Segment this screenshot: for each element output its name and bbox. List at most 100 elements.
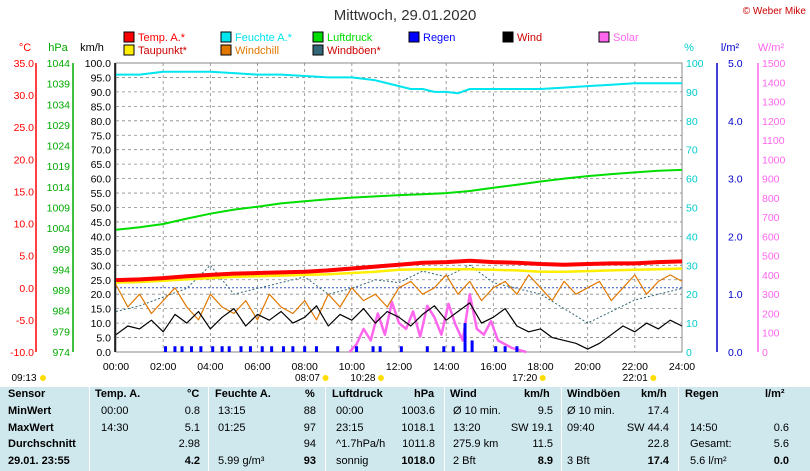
table-cell-wb_v: SW 44.4 (626, 421, 669, 434)
sun-time-label: 22:01 (623, 373, 648, 384)
legend-swatch (408, 31, 420, 43)
tick-label-hpa: 994 (52, 264, 70, 276)
tick-label-kmh: 15.0 (91, 304, 112, 316)
tick-label-hpa: 979 (52, 326, 70, 338)
tick-label-kmh: 55.0 (91, 188, 112, 200)
tick-label-kmh: 95.0 (91, 72, 112, 84)
tick-label-wm2: 1300 (762, 97, 786, 109)
tick-label-kmh: 85.0 (91, 101, 112, 113)
legend-label: Taupunkt* (138, 45, 188, 57)
table-cell-lp_t: 00:00 (336, 405, 364, 417)
series-line-windb-en (115, 264, 683, 324)
series-line-feuchte-a (116, 70, 682, 95)
axis-unit-hpa: hPa (48, 42, 68, 54)
tick-label-celsius: 30.0 (14, 90, 35, 102)
table-cell-lp_v: 1018.0 (401, 454, 435, 467)
tick-label-hpa: 1044 (47, 58, 71, 70)
series-line-solar (348, 292, 527, 354)
tick-label-celsius: -10.0 (10, 347, 34, 359)
tick-label-time: 20:00 (575, 361, 601, 373)
tick-label-wm2: 600 (762, 231, 780, 243)
table-cell-temp_v: 0.8 (184, 405, 200, 417)
tick-label-percent: 20 (686, 289, 698, 301)
tick-label-kmh: 80.0 (91, 116, 112, 128)
table-cell-wb_t: 09:40 (567, 421, 595, 434)
tick-label-celsius: -5.0 (16, 315, 34, 327)
tick-label-celsius: 35.0 (14, 58, 35, 70)
tick-label-percent: 80 (686, 116, 698, 128)
sun-time-label: 17:20 (512, 373, 537, 384)
rain-bar (470, 340, 474, 352)
header-sensor: Sensor (8, 388, 46, 400)
table-cell-wb_v: 17.4 (647, 454, 669, 467)
table-row: MaxWert 14:30 5.1 01:25 97 23:15 1018.1 13:20 SW… (0, 421, 810, 437)
tick-label-percent: 70 (686, 145, 698, 157)
sun-icon (650, 375, 657, 381)
table-cell-w_t: 2 Bft (453, 454, 476, 467)
tick-label-time: 14:00 (433, 361, 459, 373)
tick-label-celsius: 20.0 (14, 154, 35, 166)
legend-swatch (123, 31, 135, 43)
tick-label-wm2: 100 (762, 328, 780, 340)
tick-label-celsius: 5.0 (19, 251, 34, 263)
rain-bar (211, 346, 215, 352)
rain-bar (173, 346, 177, 352)
tick-label-wm2: 1200 (762, 116, 786, 128)
tick-label-wm2: 400 (762, 270, 780, 282)
header-feuchte-unit: % (305, 388, 315, 400)
header-luftdruck-unit: hPa (414, 388, 435, 400)
table-cell-lp_t: ^1.7hPa/h (336, 438, 386, 450)
tick-label-kmh: 30.0 (91, 260, 112, 272)
header-temp-unit: °C (187, 388, 200, 400)
sun-time-label: 08:07 (295, 373, 320, 384)
rain-bar (399, 346, 403, 352)
table-cell-label: 29.01. 23:55 (8, 454, 70, 467)
rain-bar (220, 346, 224, 352)
tick-label-wm2: 900 (762, 174, 780, 186)
sun-icon (322, 375, 329, 381)
tick-label-lm2: 2.0 (728, 231, 743, 243)
table-cell-temp_t: 00:00 (101, 405, 129, 417)
tick-label-time: 00:00 (103, 361, 129, 373)
table-cell-wb_t: Ø 10 min. (567, 405, 615, 417)
legend-swatch (123, 44, 135, 56)
table-cell-temp_v: 2.98 (178, 438, 200, 450)
tick-label-kmh: 60.0 (91, 174, 112, 186)
legend-label: Regen (423, 32, 455, 44)
table-cell-wb_t: 3 Bft (567, 454, 590, 467)
tick-label-lm2: 5.0 (728, 58, 743, 70)
tick-label-hpa: 1014 (47, 182, 71, 194)
header-feuchte: Feuchte A. (215, 388, 271, 400)
tick-label-time: 12:00 (386, 361, 412, 373)
tick-label-kmh: 45.0 (91, 217, 112, 229)
header-windboeen: Windböen (567, 388, 621, 400)
tick-label-kmh: 5.0 (96, 333, 111, 345)
axis-unit-kmh: km/h (80, 42, 104, 54)
rain-bar (291, 346, 295, 352)
table-cell-lp_v: 1011.8 (402, 438, 435, 450)
tick-label-wm2: 200 (762, 308, 780, 320)
table-cell-w_t: 13:20 (453, 421, 481, 434)
weather-chart: Mittwoch, 29.01.2020 © Weber Mike Temp. A.… (10, 6, 806, 384)
tick-label-percent: 50 (686, 203, 698, 215)
tick-label-wm2: 700 (762, 212, 780, 224)
rain-bar (248, 346, 252, 352)
tick-label-celsius: 10.0 (14, 219, 35, 231)
tick-label-time: 06:00 (244, 361, 270, 373)
legend-label: Windchill (235, 45, 279, 57)
table-cell-w_v: 9.5 (537, 405, 553, 417)
tick-label-time: 04:00 (197, 361, 223, 373)
tick-label-hpa: 1034 (47, 99, 71, 111)
legend-swatch (312, 31, 324, 43)
tick-label-percent: 0 (686, 347, 692, 359)
table-cell-w_v: 8.9 (537, 454, 553, 467)
rain-bar (442, 346, 446, 352)
series-line-temp-a (115, 258, 683, 283)
tick-label-kmh: 65.0 (91, 159, 112, 171)
legend-swatch (502, 31, 514, 43)
tick-label-time: 16:00 (480, 361, 506, 373)
tick-label-kmh: 0.0 (96, 347, 111, 359)
rain-bar (270, 346, 274, 352)
tick-label-hpa: 1019 (47, 161, 71, 173)
tick-label-wm2: 1400 (762, 77, 786, 89)
